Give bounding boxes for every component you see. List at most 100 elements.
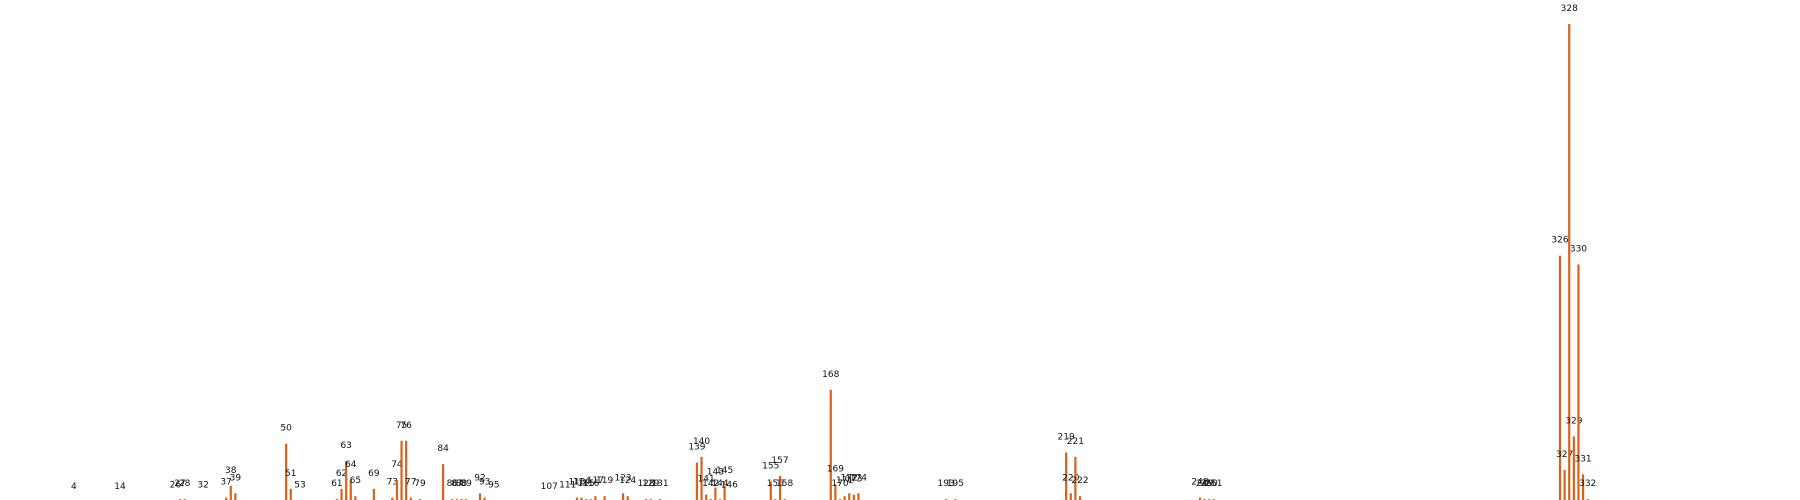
bar-50 [285,443,288,500]
bar-64 [349,480,352,500]
bar-141 [705,494,708,500]
bar-label-61: 61 [331,479,342,489]
bar-label-84: 84 [437,444,449,454]
bar-label-329: 329 [1565,416,1582,426]
bar-222 [1078,496,1082,500]
bar-label-65: 65 [350,476,361,486]
bar-143 [714,487,717,500]
bar-62 [340,488,343,500]
bar-label-171: 171 [836,476,853,486]
bar-label-86: 86 [447,479,459,489]
bar-label-219: 219 [1058,432,1075,442]
bar-73 [391,497,394,500]
bar-label-63: 63 [340,441,351,451]
bar-114 [580,497,583,500]
bar-330 [1577,264,1580,500]
bar-label-119: 119 [596,476,613,486]
bar-172 [848,493,851,500]
bar-label-330: 330 [1570,244,1587,254]
bar-label-117: 117 [587,476,604,486]
bar-328 [1568,24,1571,500]
bar-label-26: 26 [170,481,182,491]
bar-label-75: 75 [396,421,407,431]
bar-331 [1581,474,1585,500]
bar-label-92: 92 [474,473,485,483]
bar-157 [778,475,782,500]
bar-221 [1074,456,1077,500]
bar-label-50: 50 [280,424,292,434]
bar-51 [289,488,292,500]
bar-label-111: 111 [559,481,576,491]
bar-63 [345,461,348,500]
bar-label-88: 88 [456,479,468,489]
bar-label-107: 107 [541,482,558,492]
bar-117 [594,496,597,500]
bar-label-27: 27 [174,479,185,489]
bar-label-62: 62 [336,469,347,479]
bar-label-156: 156 [767,479,784,489]
bar-label-143: 143 [707,467,724,477]
bar-119 [603,496,606,500]
bar-label-64: 64 [345,460,357,470]
bar-label-144: 144 [711,479,728,489]
bar-label-145: 145 [716,466,733,476]
bar-label-168: 168 [822,370,839,380]
bar-label-76: 76 [400,421,412,431]
bar-label-77: 77 [405,478,416,488]
bar-92 [478,493,482,500]
bar-label-87: 87 [451,479,462,489]
bar-37 [225,497,228,500]
bar-65 [354,496,357,500]
bar-label-157: 157 [771,456,788,466]
bar-label-222: 222 [1071,476,1088,486]
bar-label-221: 221 [1067,437,1084,447]
bar-label-73: 73 [387,478,398,488]
bar-label-328: 328 [1561,4,1578,14]
bar-label-169: 169 [827,465,844,475]
bar-123 [621,493,625,500]
bar-label-170: 170 [831,479,848,489]
bar-39 [234,493,237,500]
bar-label-93: 93 [479,478,490,488]
bar-label-142: 142 [702,479,719,489]
bar-label-220: 220 [1062,473,1079,483]
bar-171 [843,496,846,500]
bar-label-141: 141 [698,475,715,485]
bar-label-74: 74 [391,460,403,470]
bar-label-51: 51 [285,469,296,479]
bar-139 [695,462,699,500]
bar-label-37: 37 [220,478,231,488]
bar-329 [1572,436,1575,500]
bar-label-140: 140 [693,437,710,447]
bar-label-124: 124 [619,476,636,486]
bar-327 [1563,469,1566,500]
bar-168 [829,389,832,500]
bar-label-327: 327 [1556,450,1573,460]
bar-219 [1065,452,1068,500]
bar-173 [852,494,855,500]
bar-label-14: 14 [114,482,126,492]
bar-174 [857,493,860,500]
bar-label-173: 173 [845,475,862,485]
bar-label-123: 123 [614,473,631,483]
bar-label-146: 146 [721,481,738,491]
bar-326 [1558,255,1562,500]
bar-74 [395,480,399,500]
bar-label-129: 129 [642,479,659,489]
bar-75 [400,440,403,500]
bar-label-158: 158 [776,479,793,489]
bar-label-113: 113 [568,478,585,488]
bar-84 [441,464,445,500]
bar-140 [700,456,703,500]
bar-label-69: 69 [368,469,380,479]
bar-label-28: 28 [179,479,191,489]
bar-145 [723,485,726,500]
bar-label-114: 114 [573,478,590,488]
bar-label-331: 331 [1574,454,1591,464]
bar-label-115: 115 [578,479,595,489]
bar-label-95: 95 [488,481,499,491]
bar-label-32: 32 [197,481,208,491]
bar-label-193: 193 [938,479,955,489]
bar-label-89: 89 [460,479,472,489]
